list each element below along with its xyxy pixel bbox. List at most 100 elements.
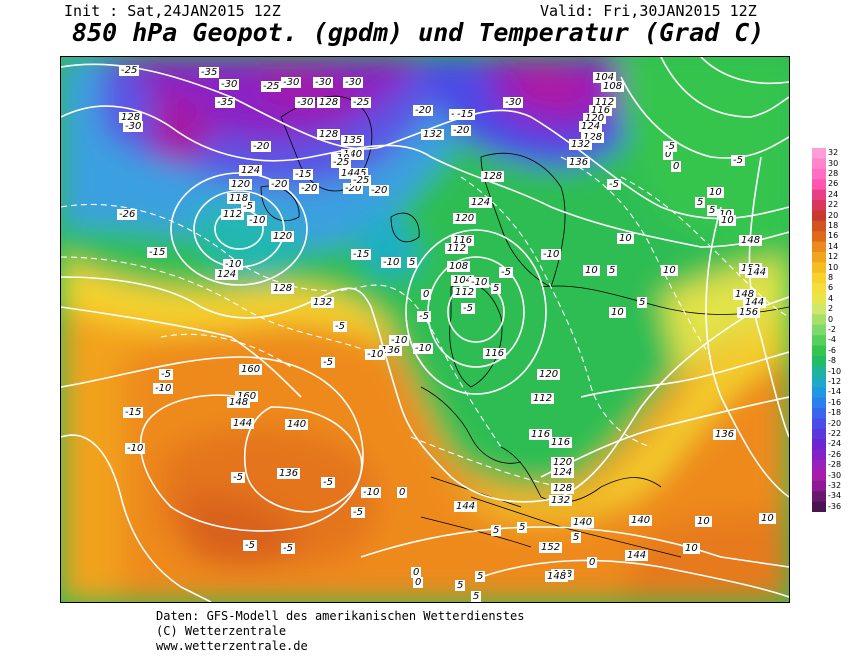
temperature-label: -35: [199, 67, 220, 78]
legend-label: -34: [828, 491, 842, 501]
temperature-label: 5: [571, 532, 582, 543]
geopotential-label: 148: [733, 289, 757, 300]
legend-color-band: [812, 179, 826, 191]
temperature-label: -20: [299, 183, 320, 194]
temperature-label: -5: [243, 540, 257, 551]
legend-color-band: [812, 470, 826, 482]
legend-color-band: [812, 210, 826, 222]
temperature-label: -30: [219, 79, 240, 90]
legend-color-band: [812, 231, 826, 243]
temperature-label: -5: [159, 369, 173, 380]
geopotential-label: 160: [235, 391, 259, 402]
temperature-label: 0: [421, 289, 432, 300]
temperature-label: -5: [417, 311, 431, 322]
legend-label: -28: [828, 460, 842, 470]
temperature-label: 5: [695, 197, 706, 208]
geopotential-label: 116: [529, 429, 553, 440]
temperature-label: -5: [607, 179, 621, 190]
temperature-label: -20: [369, 185, 390, 196]
legend-label: 28: [828, 169, 839, 178]
geopotential-label: 104: [451, 275, 475, 286]
temperature-label: -10: [541, 249, 562, 260]
footer: Daten: GFS-Modell des amerikanischen Wet…: [156, 609, 524, 654]
temperature-label: -26: [117, 209, 138, 220]
valid-time: Valid: Fri,30JAN2015 12Z: [540, 2, 757, 20]
temperature-label: 0: [413, 577, 424, 588]
geopotential-label: 148: [227, 397, 251, 408]
temperature-label: -35: [215, 97, 236, 108]
legend-label: 26: [828, 179, 839, 189]
geopotential-label: 136: [379, 345, 403, 356]
legend-label: -18: [828, 408, 842, 418]
temperature-label: -25: [119, 65, 140, 76]
legend-label: -14: [828, 387, 842, 397]
legend-color-band: [812, 252, 826, 263]
footer-website: www.wetterzentrale.de: [156, 639, 308, 653]
footer-copyright: (C) Wetterzentrale: [156, 624, 287, 638]
geopotential-label: 135: [341, 135, 365, 146]
temperature-label: 0: [411, 567, 422, 578]
legend-color-band: [812, 449, 826, 461]
legend-label: 24: [828, 189, 839, 199]
init-time: Init : Sat,24JAN2015 12Z: [64, 2, 281, 20]
geopotential-label: 120: [229, 179, 253, 190]
temperature-label: 5: [707, 205, 718, 216]
temperature-label: -10: [365, 349, 386, 360]
temperature-label: 10: [617, 233, 634, 244]
geopotential-label: 116: [483, 348, 507, 359]
geopotential-label: 144: [745, 267, 769, 278]
temperature-label: 10: [683, 543, 700, 554]
temperature-label: -10: [389, 335, 410, 346]
legend-colorbar: [812, 148, 826, 512]
legend-label: -16: [828, 397, 842, 407]
legend-color-band: [812, 262, 826, 274]
temperature-isolines: [61, 156, 789, 488]
geopotential-label: 144: [625, 550, 649, 561]
legend-label: 0: [828, 314, 834, 324]
legend-label: -4: [828, 335, 836, 345]
temperature-label: 0: [587, 557, 598, 568]
legend-color-band: [812, 408, 826, 419]
legend-label: -36: [828, 501, 842, 511]
legend-color-band: [812, 366, 826, 378]
legend-label: 16: [828, 231, 839, 241]
temperature-label: 0: [397, 487, 408, 498]
geopotential-label: 140: [341, 149, 365, 160]
legend-label: 22: [828, 200, 839, 210]
temperature-label: 5: [637, 297, 648, 308]
legend-label: 8: [828, 273, 834, 282]
geopotential-label: 132: [569, 139, 593, 150]
temperature-label: -30: [343, 77, 364, 88]
legend-label: -20: [828, 418, 842, 428]
temperature-label: -10: [469, 277, 490, 288]
legend-color-band: [812, 189, 826, 201]
legend-color-band: [812, 272, 826, 284]
legend-label: 20: [828, 210, 839, 220]
geopotential-label: 118: [227, 193, 251, 204]
temperature-label: -5: [461, 303, 475, 314]
temperature-label: -30: [313, 77, 334, 88]
geopotential-label: 112: [593, 97, 617, 108]
temperature-label: -15: [455, 109, 476, 120]
legend-label: -30: [828, 470, 842, 480]
legend-color-band: [812, 376, 826, 388]
geopotential-label: 108: [447, 261, 471, 272]
legend-color-band: [812, 460, 826, 471]
temperature-label: 10: [661, 265, 678, 276]
legend-color-band: [812, 418, 826, 430]
geopotential-label: 152: [539, 542, 563, 553]
geopotential-isolines: [61, 57, 789, 602]
legend-label: -8: [828, 356, 836, 366]
temperature-label: -20: [451, 125, 472, 136]
geopotential-label: 144: [743, 297, 767, 308]
geopotential-label: 128: [317, 129, 341, 140]
geopotential-label: 116: [549, 437, 573, 448]
geopotential-label: 136: [713, 429, 737, 440]
legend-label: 6: [828, 283, 834, 293]
legend-color-band: [812, 220, 826, 232]
temperature-label: 5: [475, 571, 486, 582]
legend-label: 12: [828, 252, 839, 262]
legend-label: -12: [828, 377, 842, 386]
temperature-label: -15: [293, 169, 314, 180]
legend-color-band: [812, 148, 826, 159]
